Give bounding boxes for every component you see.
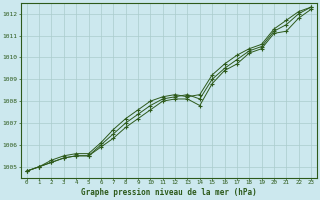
X-axis label: Graphe pression niveau de la mer (hPa): Graphe pression niveau de la mer (hPa)	[81, 188, 257, 197]
